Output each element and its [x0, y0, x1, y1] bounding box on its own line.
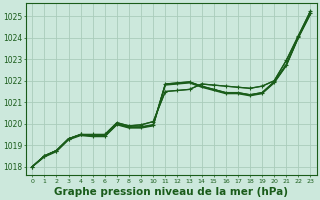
- X-axis label: Graphe pression niveau de la mer (hPa): Graphe pression niveau de la mer (hPa): [54, 187, 288, 197]
